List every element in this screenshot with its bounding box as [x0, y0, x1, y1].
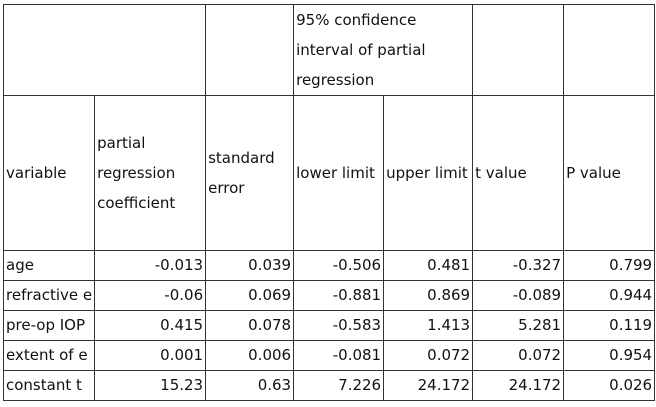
table-row: refractive e -0.06 0.069 -0.881 0.869 -0… [2, 280, 656, 311]
group-header-row: 95% confidence interval of partial regre… [2, 4, 656, 96]
variable-cell: extent of e [2, 340, 96, 371]
variable-cell: constant t [2, 370, 96, 401]
p-value-cell: 0.799 [563, 250, 656, 281]
upper-limit-cell: 0.072 [383, 340, 474, 371]
coefficient-cell: 0.415 [94, 310, 207, 341]
standard-error-cell: 0.069 [205, 280, 295, 311]
empty-header-cell [205, 4, 295, 96]
header-p-value: P value [563, 95, 656, 251]
standard-error-cell: 0.039 [205, 250, 295, 281]
variable-cell: refractive e [2, 280, 96, 311]
t-value-cell: 5.281 [472, 310, 565, 341]
p-value-cell: 0.026 [563, 370, 656, 401]
lower-limit-cell: -0.583 [293, 310, 385, 341]
table-row: constant t 15.23 0.63 7.226 24.172 24.17… [2, 370, 656, 401]
table-row: extent of e 0.001 0.006 -0.081 0.072 0.0… [2, 340, 656, 371]
header-upper-limit: upper limit [383, 95, 474, 251]
header-variable: variable [2, 95, 96, 251]
coefficient-cell: 15.23 [94, 370, 207, 401]
standard-error-cell: 0.078 [205, 310, 295, 341]
coefficient-cell: -0.06 [94, 280, 207, 311]
upper-limit-cell: 1.413 [383, 310, 474, 341]
p-value-cell: 0.944 [563, 280, 656, 311]
empty-header-cell [472, 4, 565, 96]
header-lower-limit: lower limit [293, 95, 385, 251]
t-value-cell: -0.327 [472, 250, 565, 281]
upper-limit-cell: 0.481 [383, 250, 474, 281]
variable-cell: age [2, 250, 96, 281]
t-value-cell: 24.172 [472, 370, 565, 401]
upper-limit-cell: 0.869 [383, 280, 474, 311]
table-row: pre-op IOP 0.415 0.078 -0.583 1.413 5.28… [2, 310, 656, 341]
lower-limit-cell: -0.081 [293, 340, 385, 371]
p-value-cell: 0.954 [563, 340, 656, 371]
empty-header-cell [563, 4, 656, 96]
standard-error-cell: 0.006 [205, 340, 295, 371]
coefficient-cell: 0.001 [94, 340, 207, 371]
column-header-row: variable partial regression coefficient … [2, 95, 656, 251]
variable-cell: pre-op IOP [2, 310, 96, 341]
coefficient-cell: -0.013 [94, 250, 207, 281]
header-standard-error: standard error [205, 95, 295, 251]
t-value-cell: 0.072 [472, 340, 565, 371]
header-t-value: t value [472, 95, 565, 251]
lower-limit-cell: -0.506 [293, 250, 385, 281]
p-value-cell: 0.119 [563, 310, 656, 341]
lower-limit-cell: 7.226 [293, 370, 385, 401]
empty-corner-cell [2, 4, 207, 96]
header-coefficient: partial regression coefficient [94, 95, 207, 251]
lower-limit-cell: -0.881 [293, 280, 385, 311]
regression-table: 95% confidence interval of partial regre… [2, 4, 656, 401]
table-row: age -0.013 0.039 -0.506 0.481 -0.327 0.7… [2, 250, 656, 281]
upper-limit-cell: 24.172 [383, 370, 474, 401]
t-value-cell: -0.089 [472, 280, 565, 311]
standard-error-cell: 0.63 [205, 370, 295, 401]
confidence-interval-header: 95% confidence interval of partial regre… [293, 4, 474, 96]
